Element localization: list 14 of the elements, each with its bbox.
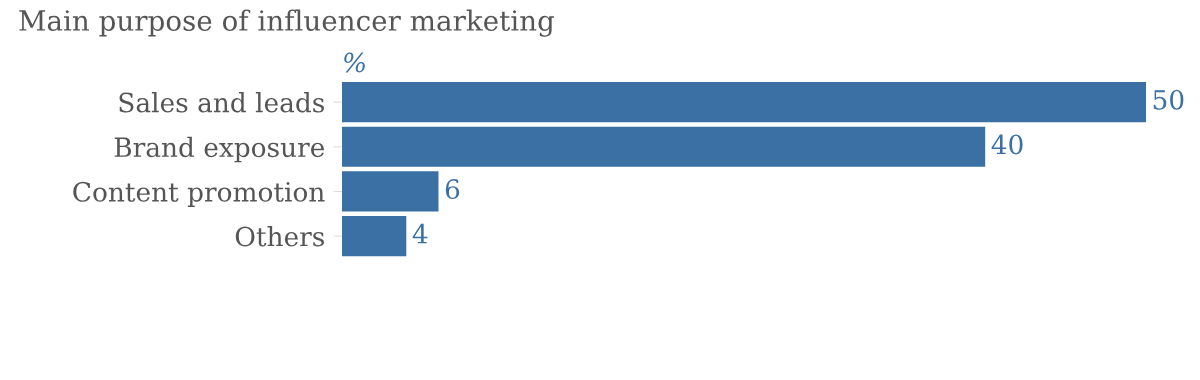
data-label: 40	[991, 134, 1023, 155]
y-tick-label: Others	[235, 226, 324, 247]
y-tick-label: Sales and leads	[119, 92, 324, 113]
bar	[342, 82, 1146, 123]
bar	[342, 215, 407, 257]
data-label: 50	[1153, 89, 1184, 110]
y-tick-label: Brand exposure	[114, 136, 325, 163]
data-label: 4	[412, 223, 428, 244]
x-axis-title: %	[344, 52, 365, 73]
data-label: 6	[445, 179, 460, 200]
bar	[342, 171, 439, 212]
y-tick-label: Content promotion	[73, 181, 325, 207]
chart-title: Main purpose of influencer marketing	[19, 9, 555, 37]
bar	[342, 126, 986, 167]
